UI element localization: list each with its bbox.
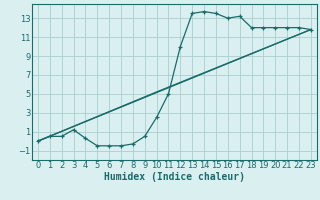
X-axis label: Humidex (Indice chaleur): Humidex (Indice chaleur) — [104, 172, 245, 182]
